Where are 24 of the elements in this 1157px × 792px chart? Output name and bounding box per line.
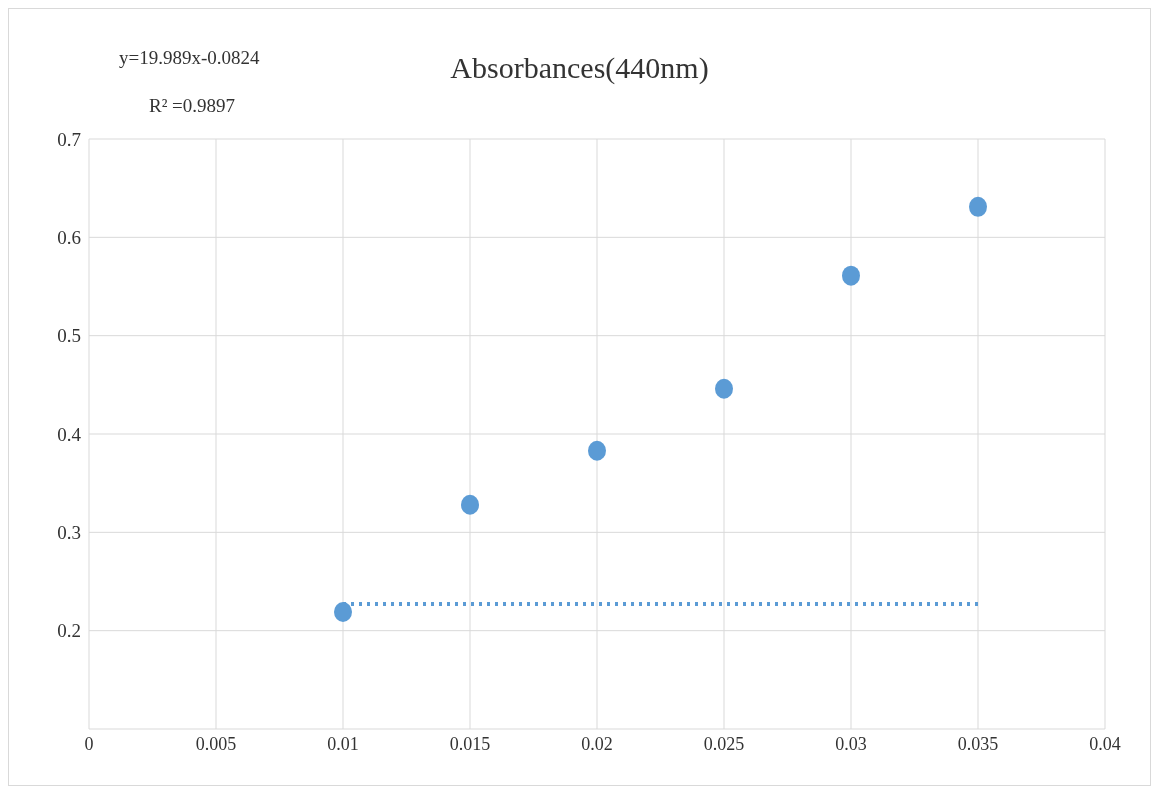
x-tick-label: 0.03 (835, 733, 867, 754)
x-tick-label: 0.04 (1089, 733, 1121, 754)
point (969, 196, 987, 217)
y-tick-label: 0.4 (57, 423, 82, 445)
x-tick-label: 0.02 (581, 733, 613, 754)
y-tick-label: 0.6 (57, 227, 81, 249)
point (715, 378, 733, 399)
text: y=19.989x-0.0824 (119, 47, 260, 69)
x-tick-label: 0.015 (449, 733, 491, 754)
point (334, 601, 352, 622)
x-tick-label: 0.035 (957, 733, 999, 754)
y-tick-label: 0.7 (57, 128, 81, 150)
point (588, 440, 606, 461)
y-tick-label: 0.3 (57, 522, 81, 544)
point (842, 265, 860, 286)
point (461, 494, 479, 515)
y-tick-label: 0.5 (57, 325, 81, 347)
x-tick-label: 0.025 (703, 733, 745, 754)
y-tick-label: 0.2 (57, 620, 81, 642)
x-tick-label: 0 (84, 733, 94, 754)
x-tick-label: 0.005 (195, 733, 237, 754)
chart-title: Absorbances(440nm) (450, 51, 709, 84)
x-tick-label: 0.01 (327, 733, 359, 754)
text: R² =0.9897 (149, 95, 236, 117)
